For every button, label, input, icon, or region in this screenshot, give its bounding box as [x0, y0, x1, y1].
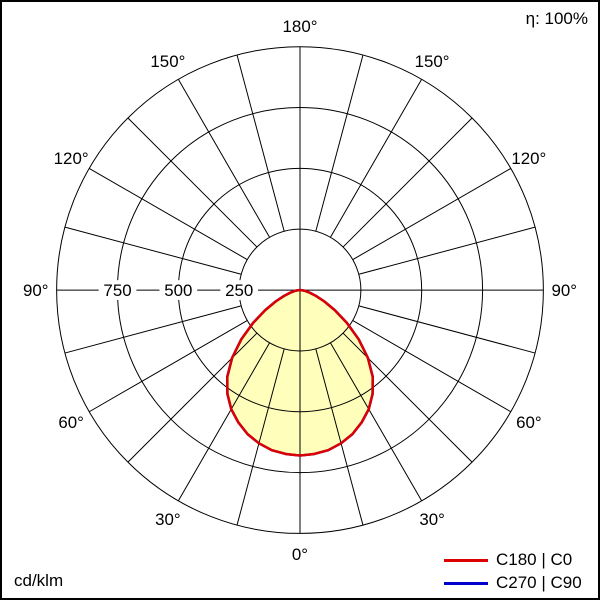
radial-tick-label: 250: [225, 281, 253, 300]
radial-tick-label: 500: [164, 281, 192, 300]
grid-spoke: [342, 332, 473, 463]
angle-label: 120°: [511, 149, 546, 168]
angle-label: 90°: [551, 281, 577, 300]
unit-label: cd/klm: [14, 571, 64, 590]
angle-label: 60°: [516, 413, 542, 432]
grid-spoke: [236, 54, 285, 232]
grid-spoke: [352, 167, 512, 261]
label-layer: 750 500 250 0° 30° 30° 60° 60° 90° 90° 120° 120° 150…: [23, 17, 577, 564]
efficiency-label: η: 100%: [525, 9, 588, 28]
grid-spoke: [342, 117, 473, 248]
grid-spoke: [64, 226, 242, 275]
tick-label-bg: [159, 280, 198, 300]
legend-line-1: [444, 581, 488, 585]
angle-label: 30°: [419, 510, 445, 529]
angle-label: 150°: [150, 52, 185, 71]
grid-spoke: [329, 342, 423, 502]
legend-row-c90: C270 | C90: [444, 573, 588, 593]
grid-spoke: [315, 348, 364, 526]
angle-label: 150°: [415, 52, 450, 71]
angle-label: 30°: [155, 510, 181, 529]
grid-spoke: [358, 305, 536, 354]
angle-label: 120°: [54, 149, 89, 168]
intensity-curve-0: [226, 288, 374, 457]
legend-label-c90: C270 | C90: [496, 573, 582, 592]
angle-label: 0°: [292, 545, 308, 564]
grid-spoke: [127, 332, 258, 463]
angle-label: 90°: [23, 281, 49, 300]
grid-spoke: [88, 320, 248, 413]
grid-spoke: [315, 54, 364, 232]
legend: C180 | C0 C270 | C90: [444, 550, 588, 593]
tick-label-bg: [220, 280, 259, 300]
polar-grid: [56, 46, 544, 534]
grid-spoke: [88, 167, 248, 261]
grid-spoke: [177, 342, 271, 502]
legend-line-0: [444, 558, 488, 562]
grid-spoke: [329, 79, 423, 238]
curve-layer: [226, 288, 374, 457]
grid-spoke: [64, 305, 242, 354]
grid-spoke: [358, 226, 536, 275]
grid-spoke: [127, 117, 258, 248]
legend-label-c0: C180 | C0: [496, 550, 573, 569]
angle-label: 60°: [58, 413, 84, 432]
angle-label: 180°: [283, 17, 318, 36]
grid-spoke: [177, 79, 271, 238]
radial-tick-label: 750: [103, 281, 131, 300]
legend-row-c0: C180 | C0: [444, 550, 588, 570]
tick-label-bg: [98, 280, 137, 300]
grid-spoke: [352, 320, 512, 413]
grid-spoke: [236, 348, 285, 526]
